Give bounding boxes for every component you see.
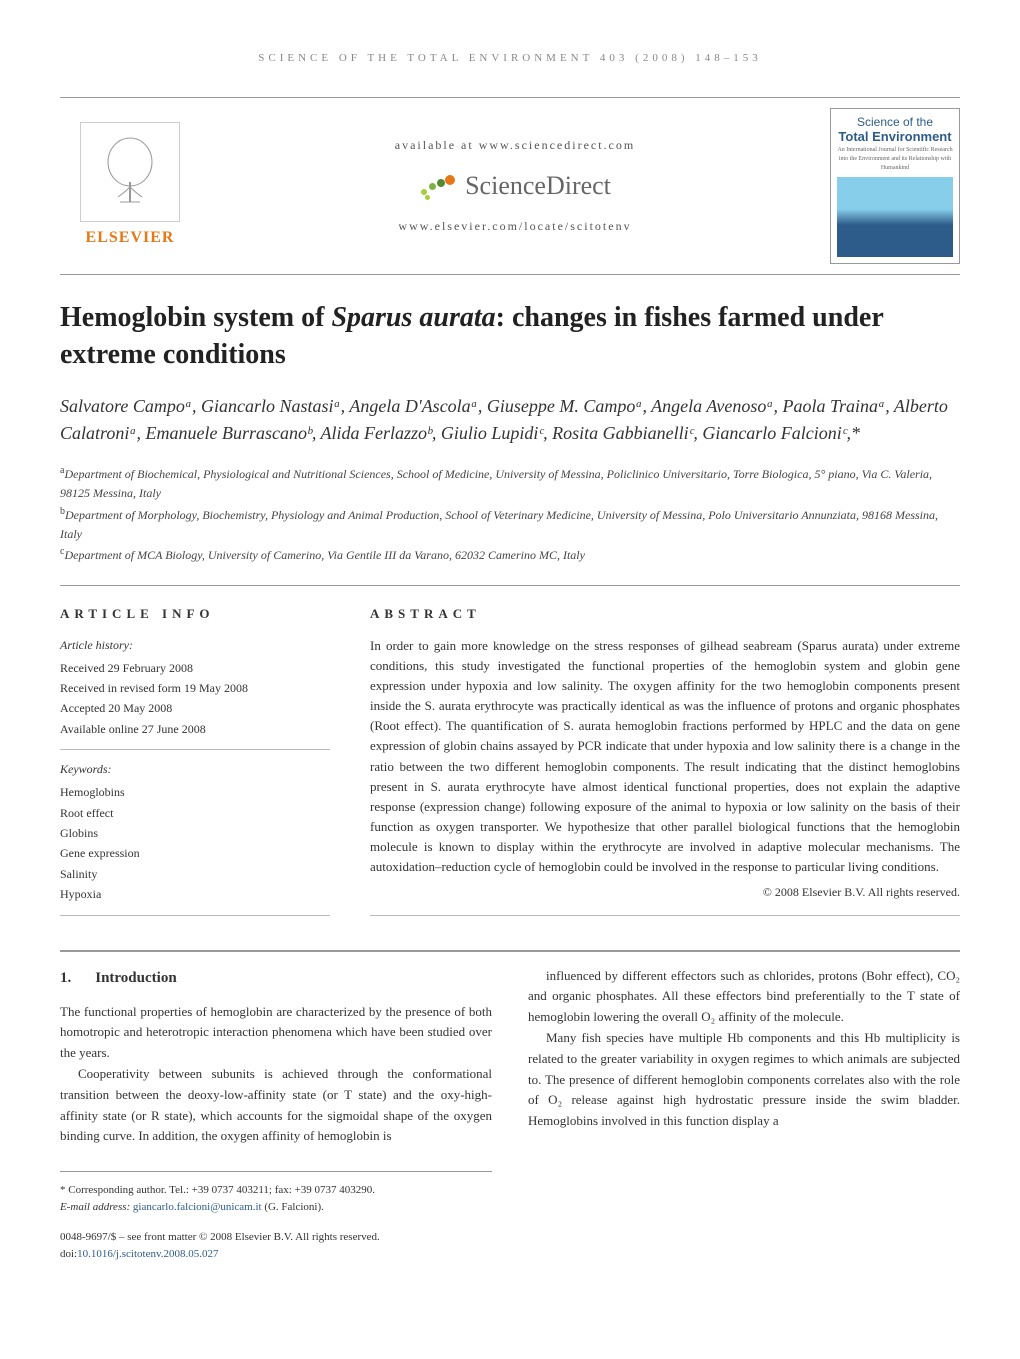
cover-image-icon bbox=[837, 177, 953, 257]
running-header: SCIENCE OF THE TOTAL ENVIRONMENT 403 (20… bbox=[60, 50, 960, 67]
elsevier-wordmark: ELSEVIER bbox=[86, 226, 175, 250]
abstract-copyright: © 2008 Elsevier B.V. All rights reserved… bbox=[370, 883, 960, 901]
email-link[interactable]: giancarlo.falcioni@unicam.it bbox=[133, 1201, 262, 1213]
article-info-column: ARTICLE INFO Article history: Received 2… bbox=[60, 604, 330, 925]
elsevier-logo: ELSEVIER bbox=[60, 108, 200, 265]
corresponding-author-footnote: * Corresponding author. Tel.: +39 0737 4… bbox=[60, 1171, 492, 1215]
history-line: Accepted 20 May 2008 bbox=[60, 698, 330, 718]
keywords-label: Keywords: bbox=[60, 760, 330, 778]
sciencedirect-logo[interactable]: ScienceDirect bbox=[419, 166, 611, 205]
abstract-column: ABSTRACT In order to gain more knowledge… bbox=[370, 604, 960, 925]
abstract-text: In order to gain more knowledge on the s… bbox=[370, 636, 960, 878]
history-line: Available online 27 June 2008 bbox=[60, 719, 330, 739]
center-banner: available at www.sciencedirect.com Scien… bbox=[200, 108, 830, 265]
article-meta-row: ARTICLE INFO Article history: Received 2… bbox=[60, 585, 960, 925]
publisher-banner: ELSEVIER available at www.sciencedirect.… bbox=[60, 97, 960, 276]
keywords-block: Keywords: Hemoglobins Root effect Globin… bbox=[60, 760, 330, 915]
sciencedirect-wordmark: ScienceDirect bbox=[465, 166, 611, 205]
article-history-label: Article history: bbox=[60, 636, 330, 654]
doi-line: doi:10.1016/j.scitotenv.2008.05.027 bbox=[60, 1246, 960, 1263]
keyword: Globins bbox=[60, 823, 330, 843]
history-line: Received 29 February 2008 bbox=[60, 658, 330, 678]
section-heading: 1.Introduction bbox=[60, 966, 492, 990]
corr-author-line: * Corresponding author. Tel.: +39 0737 4… bbox=[60, 1182, 492, 1199]
keyword: Root effect bbox=[60, 803, 330, 823]
body-section-intro: 1.Introduction The functional properties… bbox=[60, 950, 960, 1148]
cover-title: Science of the Total Environment bbox=[838, 115, 951, 145]
history-line: Received in revised form 19 May 2008 bbox=[60, 678, 330, 698]
keyword: Gene expression bbox=[60, 843, 330, 863]
journal-url[interactable]: www.elsevier.com/locate/scitotenv bbox=[398, 217, 631, 235]
keyword: Hemoglobins bbox=[60, 782, 330, 802]
body-paragraph: influenced by different effectors such a… bbox=[528, 966, 960, 1028]
available-at-text: available at www.sciencedirect.com bbox=[395, 136, 635, 154]
affiliations: aDepartment of Biochemical, Physiologica… bbox=[60, 463, 960, 565]
body-paragraph: Many fish species have multiple Hb compo… bbox=[528, 1028, 960, 1132]
abstract-heading: ABSTRACT bbox=[370, 604, 960, 624]
journal-cover-thumbnail: Science of the Total Environment An Inte… bbox=[830, 108, 960, 265]
elsevier-tree-icon bbox=[80, 122, 180, 222]
doi-block: 0048-9697/$ – see front matter © 2008 El… bbox=[60, 1229, 960, 1262]
cover-subtitle: An International Journal for Scientific … bbox=[837, 146, 953, 173]
corr-email-line: E-mail address: giancarlo.falcioni@unica… bbox=[60, 1199, 492, 1216]
article-history-block: Article history: Received 29 February 20… bbox=[60, 636, 330, 751]
issn-line: 0048-9697/$ – see front matter © 2008 El… bbox=[60, 1229, 960, 1246]
body-paragraph: Cooperativity between subunits is achiev… bbox=[60, 1064, 492, 1147]
sciencedirect-swoosh-icon bbox=[419, 171, 459, 201]
article-title: Hemoglobin system of Sparus aurata: chan… bbox=[60, 300, 960, 373]
doi-link[interactable]: 10.1016/j.scitotenv.2008.05.027 bbox=[77, 1248, 218, 1260]
author-list: Salvatore Campoᵃ, Giancarlo Nastasiᵃ, An… bbox=[60, 393, 960, 447]
article-info-heading: ARTICLE INFO bbox=[60, 604, 330, 624]
keyword: Salinity bbox=[60, 864, 330, 884]
keyword: Hypoxia bbox=[60, 884, 330, 904]
body-paragraph: The functional properties of hemoglobin … bbox=[60, 1002, 492, 1064]
